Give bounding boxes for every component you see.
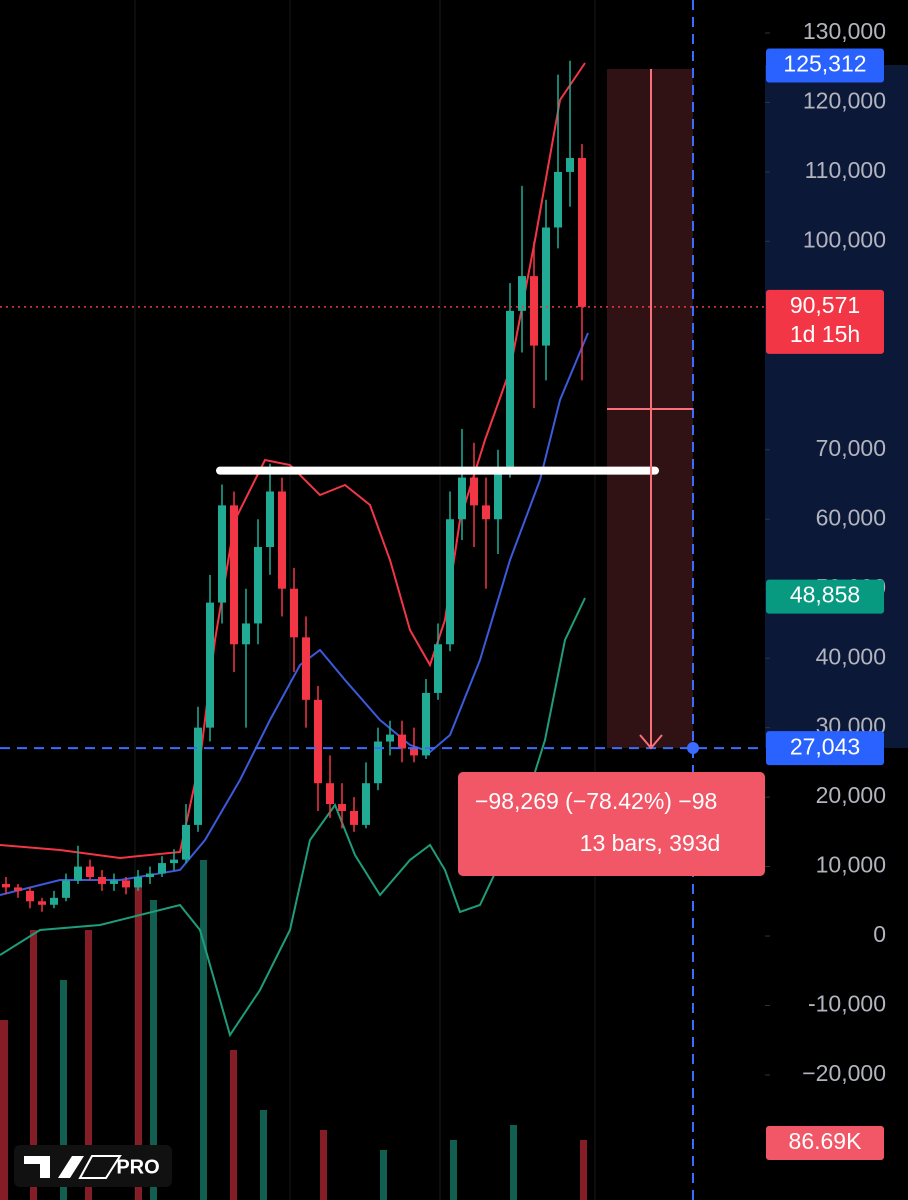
candle-body [98, 876, 106, 884]
candle-body [338, 804, 346, 811]
y-tick-label: 40,000 [816, 643, 886, 669]
candle-body [362, 783, 370, 825]
candle-body [470, 477, 478, 506]
measure-change: −98,269 (−78.42%) −98 [475, 788, 717, 814]
price-axis: 130,000 120,000 110,000 100,000 70,000 60,000… [765, 18, 886, 1086]
candle-body [230, 505, 238, 645]
candle-body [146, 873, 154, 877]
candle-body [410, 748, 418, 756]
y-tick-label: 120,000 [803, 88, 886, 114]
anchor-dot [687, 742, 699, 754]
y-tick-label: 100,000 [803, 226, 886, 252]
candle-body [374, 741, 382, 784]
candle-body [86, 866, 94, 877]
y-tick-label: 60,000 [816, 504, 886, 530]
price-badge-label: 27,043 [790, 733, 860, 759]
last-price-label: 90,571 [790, 292, 860, 318]
measure-box [458, 772, 765, 876]
countdown: 1d 15h [790, 321, 860, 347]
candle-body [290, 588, 298, 638]
candle-body [254, 547, 262, 624]
candle-body [170, 859, 178, 864]
candle-body [62, 880, 70, 898]
axis-highlight [765, 65, 908, 748]
y-tick-label: 0 [873, 921, 886, 947]
volume-badge [766, 1126, 884, 1160]
candle-body [2, 883, 10, 888]
candle-body [578, 158, 586, 307]
last-price-badge [766, 289, 884, 354]
candle-body [506, 310, 514, 471]
candle-body [314, 699, 322, 784]
candle-body [482, 505, 490, 520]
y-tick-label: 10,000 [816, 852, 886, 878]
candle-body [182, 824, 190, 860]
candle-body [194, 727, 202, 825]
candle-body [494, 470, 502, 520]
candle-body [158, 863, 166, 874]
price-badge-label: 48,858 [790, 582, 860, 608]
candle-body [110, 880, 118, 884]
y-tick-label: 70,000 [816, 435, 886, 461]
candle-body [422, 692, 430, 756]
candle-body [326, 783, 334, 805]
y-tick-label: -10,000 [808, 991, 886, 1017]
price-badge-label: 125,312 [783, 51, 866, 77]
arrow-head [639, 734, 663, 750]
volume [0, 860, 587, 1200]
y-tick-label: 20,000 [816, 782, 886, 808]
price-badge [766, 48, 884, 83]
candle-body [134, 876, 142, 888]
candle-body [386, 734, 394, 742]
middle-band [0, 332, 589, 896]
candle-body [74, 866, 82, 881]
candles [2, 60, 586, 912]
candle-body [122, 880, 130, 888]
candle-body [266, 491, 274, 548]
candle-body [458, 477, 466, 520]
y-tick-label: −20,000 [802, 1060, 886, 1086]
y-tick-label: 130,000 [803, 18, 886, 44]
upper-band [0, 62, 586, 860]
logo-mark [24, 1156, 84, 1178]
price-badge [766, 579, 884, 614]
price-badge [766, 731, 884, 766]
candle-body [278, 491, 286, 589]
candle-body [446, 519, 454, 645]
candle-body [350, 810, 358, 825]
candle-body [566, 158, 574, 172]
candle-body [218, 505, 226, 603]
candle-body [50, 897, 58, 905]
logo-slash [78, 1155, 122, 1179]
candle-body [26, 890, 34, 902]
candle-body [530, 276, 538, 346]
logo-text: PRO [116, 1156, 159, 1178]
logo-box [14, 1145, 172, 1187]
y-tick-label: 110,000 [805, 157, 886, 183]
candle-body [554, 171, 562, 228]
candle-body [242, 623, 250, 645]
candle-body [518, 276, 526, 311]
candle-body [542, 227, 550, 346]
candle-body [206, 602, 214, 728]
candle-body [434, 644, 442, 693]
candle-body [398, 734, 406, 749]
candle-body [302, 637, 310, 700]
candle-body [14, 887, 22, 891]
candle-body [38, 901, 46, 905]
volume-label: 86.69K [789, 1128, 863, 1154]
measure-bars: 13 bars, 393d [580, 830, 721, 856]
